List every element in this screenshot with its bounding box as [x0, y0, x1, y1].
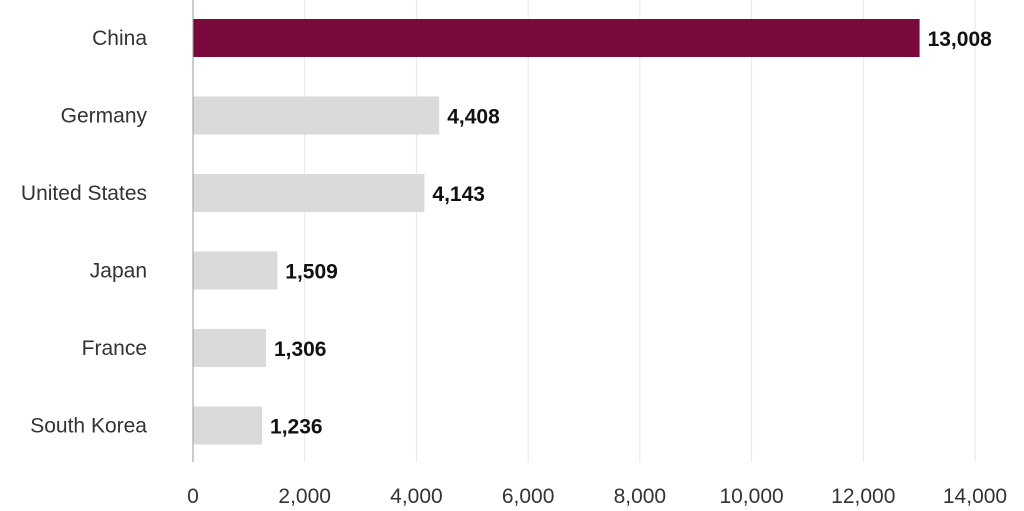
- value-label: 4,143: [432, 183, 485, 206]
- x-tick-label: 0: [187, 485, 199, 508]
- gridlines: [304, 0, 976, 462]
- value-labels: 13,008 4,408 4,143 1,509 1,306 1,236: [270, 28, 992, 439]
- category-label: France: [82, 337, 147, 360]
- bar-france: [193, 329, 266, 367]
- x-tick-label: 6,000: [502, 485, 555, 508]
- bars: [193, 19, 920, 445]
- category-label: China: [92, 27, 147, 50]
- bar-germany: [193, 96, 440, 135]
- x-tick-label: 12,000: [831, 485, 895, 508]
- x-axis-tick-labels: 0 2,000 4,000 6,000 8,000 10,000 12,000 14,000: [187, 485, 1007, 508]
- bar-south-korea: [193, 406, 263, 445]
- value-label: 4,408: [447, 106, 500, 129]
- bar-china: [193, 19, 920, 57]
- value-label: 1,306: [274, 338, 327, 361]
- bar-japan: [193, 251, 278, 290]
- bar-united-states: [193, 174, 425, 212]
- category-label: Japan: [90, 260, 147, 283]
- category-label: South Korea: [30, 415, 147, 438]
- category-labels: China Germany United States Japan France Sout…: [21, 27, 148, 438]
- value-label: 13,008: [928, 28, 993, 51]
- category-label: Germany: [61, 105, 148, 128]
- x-tick-label: 2,000: [278, 485, 331, 508]
- x-tick-label: 10,000: [719, 485, 783, 508]
- x-tick-label: 8,000: [614, 485, 667, 508]
- value-label: 1,509: [285, 261, 338, 284]
- x-tick-label: 14,000: [943, 485, 1007, 508]
- value-label: 1,236: [270, 416, 323, 439]
- x-tick-label: 4,000: [390, 485, 443, 508]
- category-label: United States: [21, 182, 147, 205]
